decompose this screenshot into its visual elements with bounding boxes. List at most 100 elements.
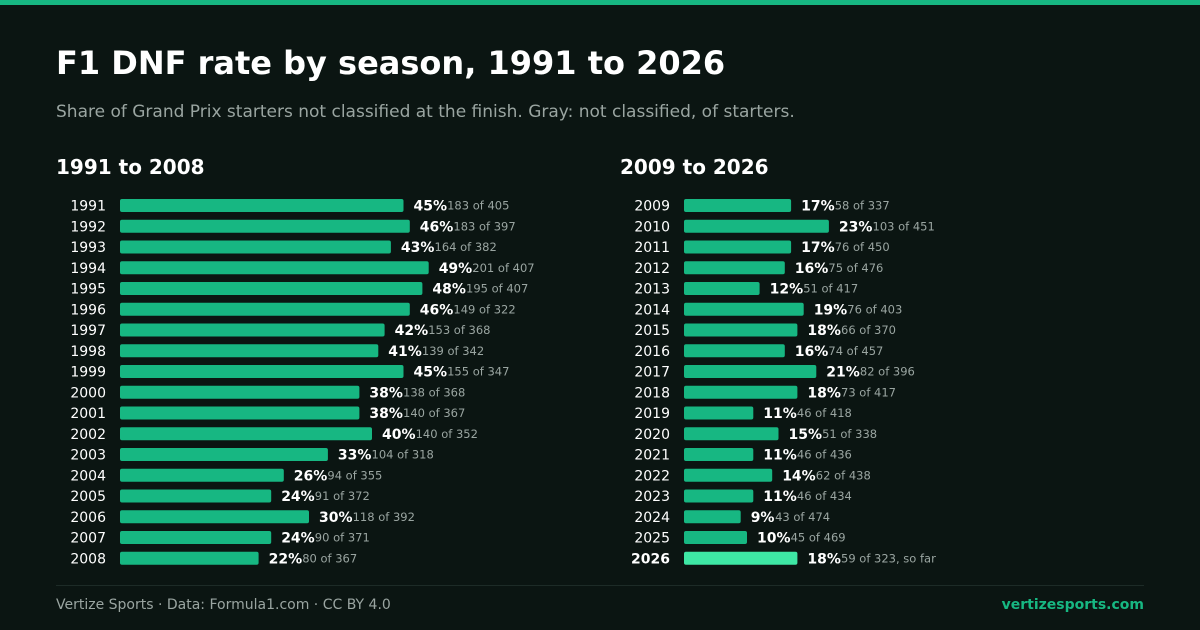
pct-label-2019: 11% xyxy=(763,406,797,422)
season-label-2024: 2024 xyxy=(634,510,670,526)
footer-divider xyxy=(56,585,1144,586)
count-label-2004: 94 of 355 xyxy=(327,468,382,482)
pct-label-2000: 38% xyxy=(369,385,403,401)
count-label-2018: 73 of 417 xyxy=(841,385,896,399)
bar-1995 xyxy=(120,282,423,295)
panel-heading-1991-2008: 1991 to 2008 xyxy=(56,155,205,179)
season-label-2014: 2014 xyxy=(634,302,670,318)
pct-label-2022: 14% xyxy=(782,468,816,484)
page-title: F1 DNF rate by season, 1991 to 2026 xyxy=(56,44,726,82)
season-label-1991: 1991 xyxy=(70,199,106,215)
pct-label-2020: 15% xyxy=(789,427,823,443)
count-label-1999: 155 of 347 xyxy=(447,365,509,379)
count-label-2005: 91 of 372 xyxy=(315,489,370,503)
season-label-1998: 1998 xyxy=(70,344,106,360)
bar-2020 xyxy=(684,427,779,441)
pct-label-2017: 21% xyxy=(826,365,860,381)
count-label-2014: 76 of 403 xyxy=(847,302,902,316)
count-label-2000: 138 of 368 xyxy=(403,385,465,399)
season-label-2015: 2015 xyxy=(634,323,670,339)
count-label-2013: 51 of 417 xyxy=(803,282,858,296)
season-label-2011: 2011 xyxy=(634,240,670,256)
bar-2019 xyxy=(684,406,754,420)
season-label-1992: 1992 xyxy=(70,219,106,235)
bar-2008 xyxy=(120,551,259,565)
bar-2021 xyxy=(684,448,754,461)
bar-2018 xyxy=(684,385,798,399)
bar-2004 xyxy=(120,468,284,482)
season-label-2005: 2005 xyxy=(70,489,106,505)
season-label-2021: 2021 xyxy=(634,448,670,464)
count-label-2009: 58 of 337 xyxy=(835,199,890,213)
pct-label-2024: 9% xyxy=(751,510,775,526)
count-label-1994: 201 of 407 xyxy=(472,261,534,275)
count-label-2025: 45 of 469 xyxy=(791,531,846,545)
pct-label-2026: 18% xyxy=(807,551,841,567)
season-label-1997: 1997 xyxy=(70,323,106,339)
season-label-2016: 2016 xyxy=(634,344,670,360)
bar-1997 xyxy=(120,323,385,337)
bar-2013 xyxy=(684,282,760,295)
bar-1993 xyxy=(120,240,391,254)
panel-heading-2009-2026: 2009 to 2026 xyxy=(620,155,769,179)
season-label-1999: 1999 xyxy=(70,365,106,381)
bar-2010 xyxy=(684,219,829,233)
season-label-2008: 2008 xyxy=(70,551,106,567)
season-label-2003: 2003 xyxy=(70,448,106,464)
season-label-2001: 2001 xyxy=(70,406,106,422)
pct-label-2013: 12% xyxy=(770,282,804,298)
accent-top-bar xyxy=(0,0,1200,5)
pct-label-1992: 46% xyxy=(420,219,454,235)
count-label-2008: 80 of 367 xyxy=(302,551,357,565)
pct-label-1997: 42% xyxy=(395,323,429,339)
bar-2002 xyxy=(120,427,372,441)
count-label-2007: 90 of 371 xyxy=(315,531,370,545)
pct-label-1996: 46% xyxy=(420,302,454,318)
pct-label-1993: 43% xyxy=(401,240,435,256)
count-label-1996: 149 of 322 xyxy=(453,302,515,316)
pct-label-2015: 18% xyxy=(807,323,841,339)
season-label-2002: 2002 xyxy=(70,427,106,443)
season-label-2019: 2019 xyxy=(634,406,670,422)
bar-2015 xyxy=(684,323,798,337)
bar-2024 xyxy=(684,510,741,524)
pct-label-2004: 26% xyxy=(294,468,328,484)
pct-label-2007: 24% xyxy=(281,531,315,547)
pct-label-2005: 24% xyxy=(281,489,315,505)
season-label-2020: 2020 xyxy=(634,427,670,443)
count-label-2003: 104 of 318 xyxy=(372,448,434,462)
count-label-2017: 82 of 396 xyxy=(860,365,915,379)
count-label-1998: 139 of 342 xyxy=(422,344,484,358)
count-label-2023: 46 of 434 xyxy=(797,489,852,503)
season-label-1995: 1995 xyxy=(70,282,106,298)
count-label-1995: 195 of 407 xyxy=(466,282,528,296)
count-label-1993: 164 of 382 xyxy=(435,240,497,254)
bar-2003 xyxy=(120,448,328,461)
count-label-2024: 43 of 474 xyxy=(775,510,830,524)
season-label-2004: 2004 xyxy=(70,468,106,484)
bar-1994 xyxy=(120,261,429,275)
pct-label-2012: 16% xyxy=(795,261,829,277)
bar-1996 xyxy=(120,302,410,316)
bar-2006 xyxy=(120,510,309,524)
bar-1998 xyxy=(120,344,379,358)
count-label-2016: 74 of 457 xyxy=(828,344,883,358)
season-label-1996: 1996 xyxy=(70,302,106,318)
count-label-2001: 140 of 367 xyxy=(403,406,465,420)
bar-2016 xyxy=(684,344,785,358)
pct-label-1999: 45% xyxy=(414,365,448,381)
bar-2007 xyxy=(120,531,272,544)
count-label-1992: 183 of 397 xyxy=(453,219,515,233)
season-label-2012: 2012 xyxy=(634,261,670,277)
season-label-1993: 1993 xyxy=(70,240,106,256)
pct-label-2002: 40% xyxy=(382,427,416,443)
bar-1992 xyxy=(120,219,410,233)
footer-site-link[interactable]: vertizesports.com xyxy=(1001,597,1144,613)
pct-label-2018: 18% xyxy=(807,385,841,401)
pct-label-2006: 30% xyxy=(319,510,353,526)
count-label-2026: 59 of 323, so far xyxy=(841,551,936,565)
season-label-2013: 2013 xyxy=(634,282,670,298)
count-label-2011: 76 of 450 xyxy=(835,240,890,254)
pct-label-2016: 16% xyxy=(795,344,829,360)
